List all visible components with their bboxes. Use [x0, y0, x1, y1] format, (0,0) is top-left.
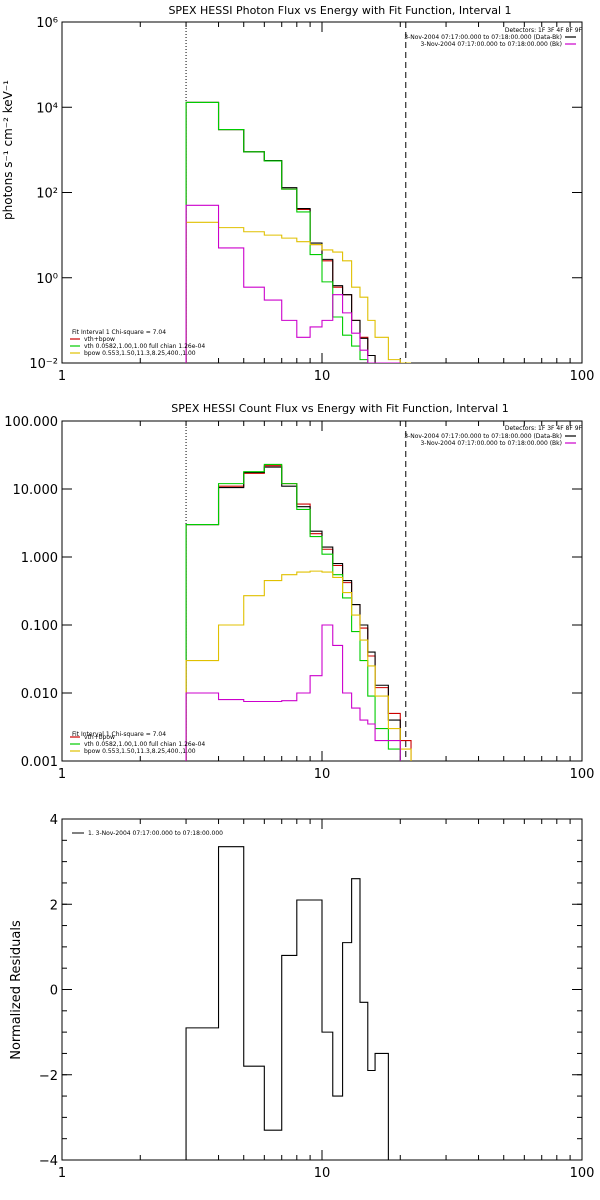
legend-left-label: vth+bpow	[84, 734, 115, 741]
photon-flux-chart: SPEX HESSI Photon Flux vs Energy with Fi…	[1, 4, 594, 384]
y-tick-label: −4	[39, 1154, 58, 1169]
legend-left-label: bpow 0.553,1.50,11.3,8.25,400.,1.00	[84, 350, 196, 357]
x-tick-label: 100	[570, 1166, 595, 1181]
y-axis-label: Normalized Residuals	[9, 920, 24, 1060]
y-tick-label: 10⁻²	[29, 357, 58, 372]
y-tick-label: 4	[50, 813, 58, 828]
series-data-bk	[185, 101, 412, 363]
count-flux-chart: SPEX HESSI Count Flux vs Energy with Fit…	[4, 402, 594, 782]
detectors-label: Detectors: 1F 3F 4F 8F 9F	[505, 27, 583, 34]
x-tick-label: 1	[58, 1166, 66, 1181]
series-data-bk	[185, 466, 401, 761]
y-axis-label: photons s⁻¹ cm⁻² keV⁻¹	[1, 80, 15, 220]
photon-plot-area: 1 10 100 10⁻² 10⁰ 10² 10⁴ 10⁶ 3-Nov-2004 07:17:0…	[29, 16, 594, 384]
x-tick-label: 10	[314, 369, 331, 384]
x-tick-label: 1	[58, 369, 66, 384]
y-tick-label: 10.000	[13, 483, 59, 498]
legend-left-label: vth 0.0582,1.00,1.00 full chian 1.26e-04	[84, 343, 205, 350]
y-tick-label: 1.000	[21, 551, 58, 566]
plot-frame	[61, 420, 583, 762]
y-tick-label: 0.001	[21, 755, 58, 770]
legend-right-label: 3-Nov-2004 07:17:00.000 to 07:18:00.000 …	[420, 440, 562, 447]
legend-left-label: vth+bpow	[84, 336, 115, 343]
legend-right-label: 3-Nov-2004 07:17:00.000 to 07:18:00.000 …	[404, 433, 562, 440]
detectors-label: Detectors: 1F 3F 4F 8F 9F	[505, 425, 583, 432]
y-tick-label: 2	[50, 898, 58, 913]
series-vth	[185, 101, 401, 363]
y-tick-label: 0	[50, 984, 58, 999]
x-tick-label: 10	[314, 1166, 331, 1181]
series-1-3-nov-2004-07-17-00-000-to-07-18-00-000	[185, 846, 389, 1160]
residuals-chart: Normalized Residuals 1. 3-Nov-2004 07:17…	[9, 813, 594, 1181]
y-tick-label: 0.010	[21, 687, 58, 702]
fit-info: Fit Interval 1 Chi-square = 7.04	[72, 329, 166, 336]
residual-plot-area: 1 10 100 −4 −2 0 2 4	[39, 813, 595, 1181]
residual-legend-text: 1. 3-Nov-2004 07:17:00.000 to 07:18:00.0…	[88, 830, 223, 837]
plot-frame	[61, 21, 583, 364]
series-bk	[185, 624, 401, 761]
chart-title: SPEX HESSI Photon Flux vs Energy with Fi…	[168, 4, 511, 17]
legend-left-label: vth 0.0582,1.00,1.00 full chian 1.26e-04	[84, 741, 205, 748]
series-bk	[185, 204, 401, 363]
legend-right-label: 3-Nov-2004 07:17:00.000 to 07:18:00.000 …	[404, 34, 562, 41]
y-tick-label: 10⁶	[36, 16, 58, 31]
count-plot-area: 1 10 100 0.001 0.010 0.100 1.000 10.000 100.000 3…	[4, 415, 594, 782]
x-tick-label: 10	[314, 767, 331, 782]
y-tick-label: 0.100	[21, 619, 58, 634]
y-tick-label: 10⁴	[36, 101, 58, 116]
series-bpow	[185, 570, 412, 761]
y-tick-label: −2	[39, 1069, 58, 1084]
fit-info: Fit Interval 1 Chi-square = 7.04	[72, 731, 166, 738]
y-tick-label: 10⁰	[36, 272, 58, 287]
legend-left-label: bpow 0.553,1.50,11.3,8.25,400.,1.00	[84, 748, 196, 755]
chart-title: SPEX HESSI Count Flux vs Energy with Fit…	[171, 402, 508, 415]
series-vth	[185, 463, 401, 761]
x-tick-label: 100	[570, 369, 595, 384]
y-tick-label: 100.000	[4, 415, 58, 430]
series-bpow	[185, 221, 412, 363]
legend-right-label: 3-Nov-2004 07:17:00.000 to 07:18:00.000 …	[420, 41, 562, 48]
y-tick-label: 10²	[36, 187, 58, 202]
x-tick-label: 100	[570, 767, 595, 782]
x-tick-label: 1	[58, 767, 66, 782]
